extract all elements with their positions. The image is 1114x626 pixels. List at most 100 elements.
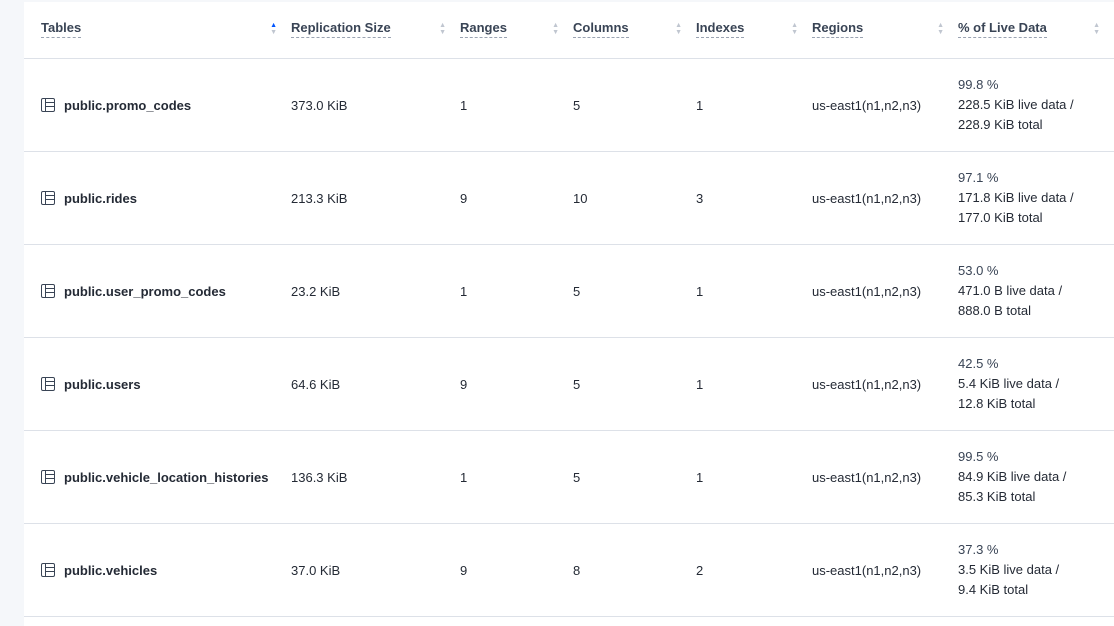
live-data: 3.5 KiB live data / xyxy=(958,562,1060,577)
indexes-cell: 1 xyxy=(696,337,812,431)
sort-icon[interactable]: ▲ ▼ xyxy=(791,22,798,36)
total-data: 888.0 B total xyxy=(958,303,1031,318)
indexes-cell: 1 xyxy=(696,244,812,338)
columns-cell: 5 xyxy=(573,337,696,431)
sort-icon[interactable]: ▲ ▼ xyxy=(552,22,559,36)
regions-cell: us-east1(n1,n2,n3) xyxy=(812,58,958,152)
left-gutter xyxy=(0,0,24,626)
regions-cell: us-east1(n1,n2,n3) xyxy=(812,523,958,617)
table-row: public.promo_codes 373.0 KiB 1 5 1 us-east1(n… xyxy=(24,58,1114,152)
sort-icon[interactable]: ▲ ▼ xyxy=(1093,22,1100,36)
table-icon xyxy=(41,377,55,391)
column-header-label: Ranges xyxy=(460,20,507,38)
size-cell: 37.0 KiB xyxy=(291,523,460,617)
column-header[interactable]: % of Live Data ▲ ▼ xyxy=(958,0,1114,59)
table-name-link[interactable]: public.rides xyxy=(64,190,137,206)
table-name-link[interactable]: public.user_promo_codes xyxy=(64,283,226,299)
table-icon xyxy=(41,563,55,577)
table-name-link[interactable]: public.users xyxy=(64,376,141,392)
live-data-cell: 42.5 % 5.4 KiB live data / 12.8 KiB total xyxy=(958,337,1114,431)
column-header-label: Tables xyxy=(41,20,82,38)
column-header[interactable]: Columns ▲ ▼ xyxy=(573,0,696,59)
regions-cell: us-east1(n1,n2,n3) xyxy=(812,430,958,524)
live-data-cell: 53.0 % 471.0 B live data / 888.0 B total xyxy=(958,244,1114,338)
table-name-link[interactable]: public.vehicle_location_histories xyxy=(64,469,269,485)
live-data-cell: 37.3 % 3.5 KiB live data / 9.4 KiB total xyxy=(958,523,1114,617)
live-percent: 42.5 % xyxy=(958,356,999,371)
size-cell: 213.3 KiB xyxy=(291,151,460,245)
columns-cell: 5 xyxy=(573,244,696,338)
total-data: 177.0 KiB total xyxy=(958,210,1043,225)
total-data: 85.3 KiB total xyxy=(958,489,1036,504)
table-name-cell[interactable]: public.user_promo_codes xyxy=(24,244,291,338)
table-icon xyxy=(41,191,55,205)
sort-icon[interactable]: ▲ ▼ xyxy=(937,22,944,36)
live-data-cell: 99.5 % 84.9 KiB live data / 85.3 KiB total xyxy=(958,430,1114,524)
column-header-label: Indexes xyxy=(696,20,745,38)
table-row: public.vehicle_location_histories 136.3 K… xyxy=(24,430,1114,524)
sort-icon[interactable]: ▲ ▼ xyxy=(675,22,682,36)
table-icon xyxy=(41,98,55,112)
column-header[interactable]: Regions ▲ ▼ xyxy=(812,0,958,59)
size-cell: 23.2 KiB xyxy=(291,244,460,338)
live-data: 84.9 KiB live data / xyxy=(958,469,1067,484)
live-data-cell: 97.1 % 171.8 KiB live data / 177.0 KiB tot… xyxy=(958,151,1114,245)
table-name-cell[interactable]: public.users xyxy=(24,337,291,431)
column-header-label: Regions xyxy=(812,20,864,38)
table-name-link[interactable]: public.promo_codes xyxy=(64,97,192,113)
table-name-cell[interactable]: public.vehicles xyxy=(24,523,291,617)
table-name-cell[interactable]: public.promo_codes xyxy=(24,58,291,152)
ranges-cell: 9 xyxy=(460,337,573,431)
regions-cell: us-east1(n1,n2,n3) xyxy=(812,244,958,338)
live-percent: 37.3 % xyxy=(958,542,999,557)
ranges-cell: 9 xyxy=(460,151,573,245)
table-row: public.user_promo_codes 23.2 KiB 1 5 1 us-eas… xyxy=(24,244,1114,338)
live-data: 171.8 KiB live data / xyxy=(958,190,1074,205)
live-percent: 53.0 % xyxy=(958,263,999,278)
indexes-cell: 1 xyxy=(696,430,812,524)
live-percent: 99.8 % xyxy=(958,77,999,92)
size-cell: 64.6 KiB xyxy=(291,337,460,431)
indexes-cell: 3 xyxy=(696,151,812,245)
table-icon xyxy=(41,284,55,298)
live-percent: 99.5 % xyxy=(958,449,999,464)
columns-cell: 5 xyxy=(573,58,696,152)
table-row: public.users 64.6 KiB 9 5 1 us-east1(n1,n2,n3… xyxy=(24,337,1114,431)
ranges-cell: 1 xyxy=(460,430,573,524)
size-cell: 136.3 KiB xyxy=(291,430,460,524)
columns-cell: 8 xyxy=(573,523,696,617)
ranges-cell: 9 xyxy=(460,523,573,617)
ranges-cell: 1 xyxy=(460,58,573,152)
live-data: 228.5 KiB live data / xyxy=(958,97,1074,112)
table-row: public.rides 213.3 KiB 9 10 3 us-east1(n1,n2,… xyxy=(24,151,1114,245)
header-row: Tables ▲ ▼ Replication Size ▲ ▼ Ranges ▲ ▼ Column… xyxy=(24,0,1114,59)
column-header[interactable]: Indexes ▲ ▼ xyxy=(696,0,812,59)
column-header[interactable]: Tables ▲ ▼ xyxy=(24,0,291,59)
columns-cell: 10 xyxy=(573,151,696,245)
regions-cell: us-east1(n1,n2,n3) xyxy=(812,151,958,245)
total-data: 228.9 KiB total xyxy=(958,117,1043,132)
table-icon xyxy=(41,470,55,484)
column-header[interactable]: Replication Size ▲ ▼ xyxy=(291,0,460,59)
live-percent: 97.1 % xyxy=(958,170,999,185)
table-name-cell[interactable]: public.vehicle_location_histories xyxy=(24,430,291,524)
live-data: 471.0 B live data / xyxy=(958,283,1063,298)
size-cell: 373.0 KiB xyxy=(291,58,460,152)
column-header-label: Columns xyxy=(573,20,629,38)
tables-table: Tables ▲ ▼ Replication Size ▲ ▼ Ranges ▲ ▼ Column… xyxy=(24,0,1114,617)
sort-icon[interactable]: ▲ ▼ xyxy=(270,22,277,36)
total-data: 9.4 KiB total xyxy=(958,582,1029,597)
table-name-link[interactable]: public.vehicles xyxy=(64,562,158,578)
table-row: public.vehicles 37.0 KiB 9 8 2 us-east1(n1,n2… xyxy=(24,523,1114,617)
regions-cell: us-east1(n1,n2,n3) xyxy=(812,337,958,431)
sort-icon[interactable]: ▲ ▼ xyxy=(439,22,446,36)
total-data: 12.8 KiB total xyxy=(958,396,1036,411)
indexes-cell: 1 xyxy=(696,58,812,152)
columns-cell: 5 xyxy=(573,430,696,524)
indexes-cell: 2 xyxy=(696,523,812,617)
column-header[interactable]: Ranges ▲ ▼ xyxy=(460,0,573,59)
column-header-label: Replication Size xyxy=(291,20,391,38)
live-data: 5.4 KiB live data / xyxy=(958,376,1060,391)
table-name-cell[interactable]: public.rides xyxy=(24,151,291,245)
column-header-label: % of Live Data xyxy=(958,20,1047,38)
